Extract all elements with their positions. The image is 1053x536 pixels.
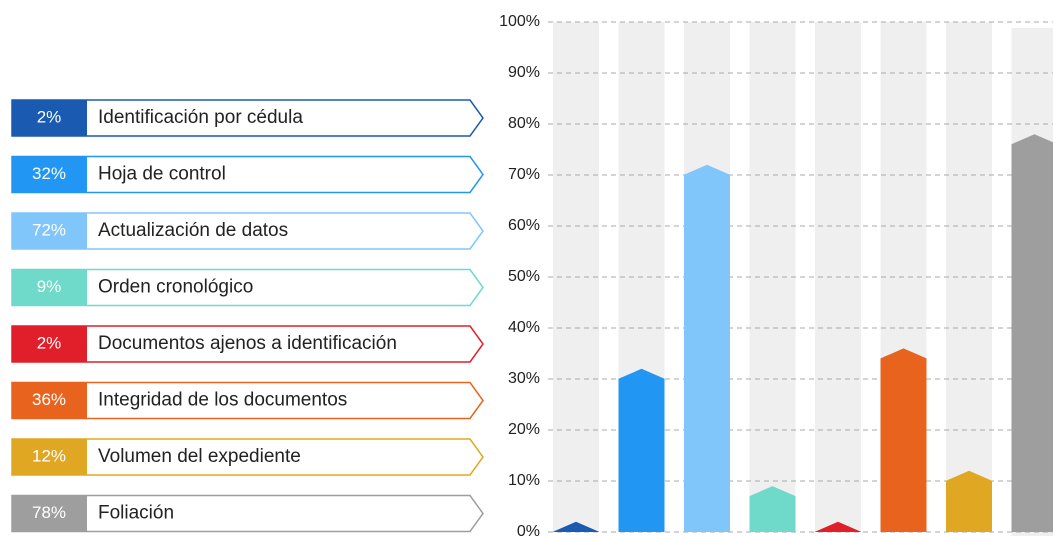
y-tick-label: 0% — [517, 523, 540, 536]
legend-value: 2% — [37, 107, 62, 126]
legend-label: Documentos ajenos a identificación — [98, 333, 397, 354]
bar-background — [946, 22, 992, 532]
legend-value-box — [12, 495, 87, 532]
legend-label: Actualización de datos — [98, 220, 288, 241]
legend-value: 2% — [37, 333, 62, 352]
bar — [684, 164, 730, 533]
y-tick-label: 90% — [508, 64, 540, 81]
legend-label: Foliación — [98, 503, 174, 524]
bar — [553, 521, 599, 532]
legend-value: 78% — [32, 503, 66, 522]
legend-value: 9% — [37, 277, 62, 296]
bar — [946, 470, 992, 532]
legend-value: 12% — [32, 446, 66, 465]
y-tick-label: 70% — [508, 166, 540, 183]
bar — [618, 368, 665, 532]
y-tick-label: 100% — [499, 13, 540, 30]
legend-label: Orden cronológico — [98, 277, 253, 298]
legend-label: Integridad de los documentos — [98, 390, 347, 411]
legend-label: Hoja de control — [98, 164, 226, 185]
bar — [749, 486, 796, 532]
y-tick-label: 80% — [508, 115, 540, 132]
y-tick-label: 50% — [508, 268, 540, 285]
legend-value-box — [12, 100, 87, 136]
y-tick-label: 40% — [508, 319, 540, 336]
bar — [1011, 134, 1053, 532]
y-tick-label: 30% — [508, 370, 540, 387]
bar — [880, 348, 927, 532]
legend-value-box — [12, 382, 87, 419]
y-tick-label: 20% — [508, 421, 540, 438]
legend-value: 32% — [32, 164, 66, 183]
legend-value-box — [12, 156, 87, 193]
legend-value-box — [12, 439, 87, 475]
legend-value-box — [12, 213, 87, 249]
y-tick-label: 60% — [508, 217, 540, 234]
legend-label: Volumen del expediente — [98, 446, 301, 467]
legend-value: 36% — [32, 390, 66, 409]
legend-value-box — [12, 326, 87, 362]
legend-label: Identificación por cédula — [98, 107, 303, 128]
bar — [815, 521, 861, 532]
legend-value: 72% — [32, 220, 66, 239]
legend-value-box — [12, 269, 87, 306]
y-tick-label: 10% — [508, 472, 540, 489]
